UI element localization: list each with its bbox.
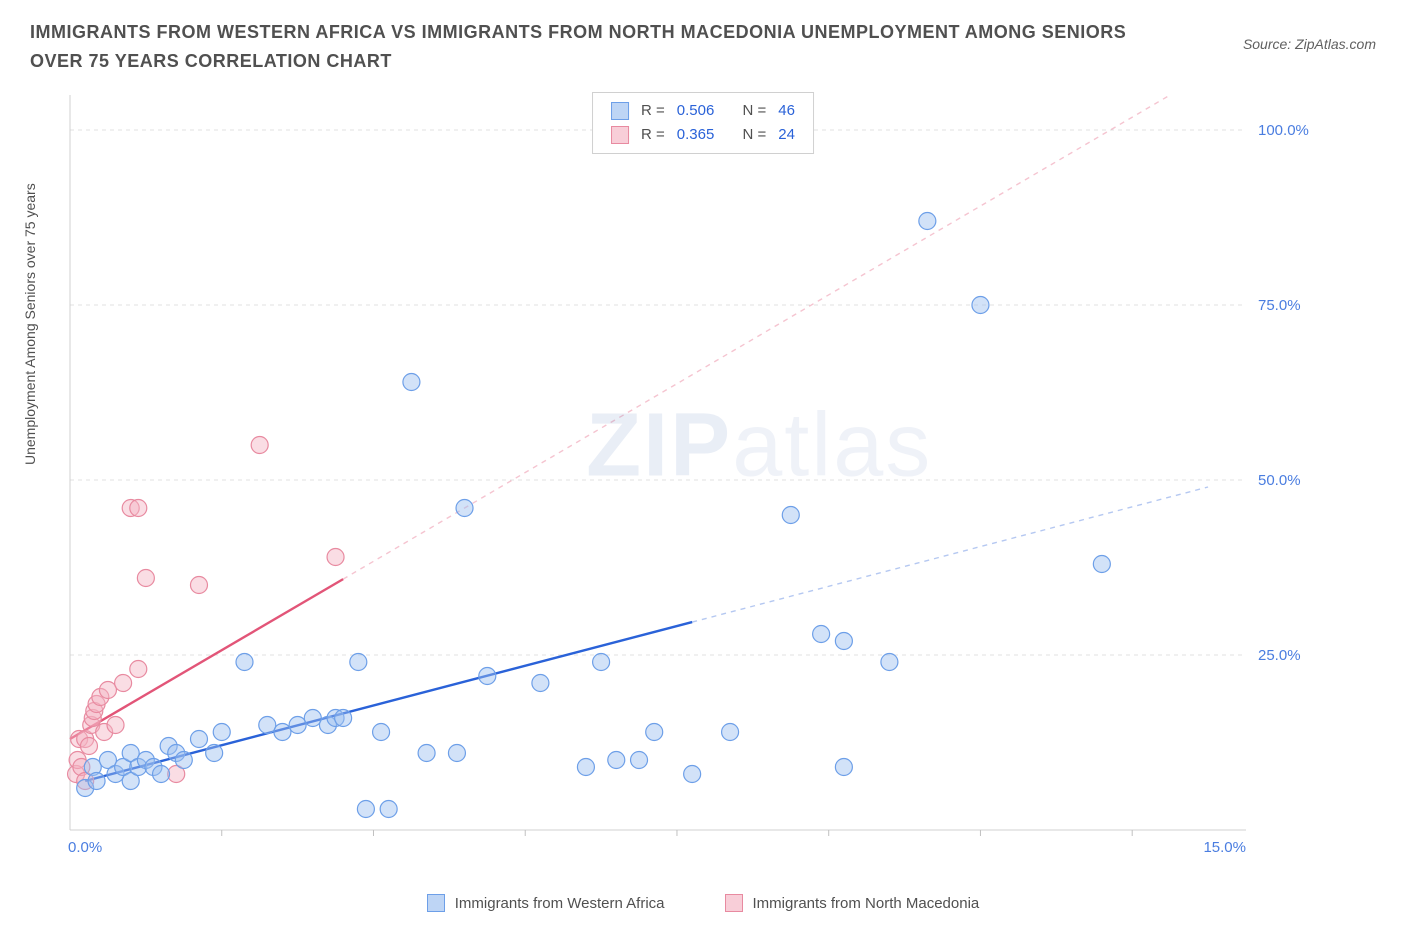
data-point-blue <box>350 654 367 671</box>
data-point-blue <box>881 654 898 671</box>
data-point-pink <box>190 577 207 594</box>
data-point-pink <box>80 738 97 755</box>
data-point-blue <box>213 724 230 741</box>
svg-text:75.0%: 75.0% <box>1258 297 1301 314</box>
legend-item-pink: Immigrants from North Macedonia <box>725 894 980 912</box>
data-point-blue <box>722 724 739 741</box>
legend-label: Immigrants from North Macedonia <box>753 895 980 912</box>
data-point-blue <box>88 773 105 790</box>
data-point-blue <box>532 675 549 692</box>
data-point-blue <box>813 626 830 643</box>
data-point-pink <box>327 549 344 566</box>
svg-text:0.0%: 0.0% <box>68 839 102 856</box>
data-point-blue <box>608 752 625 769</box>
data-point-blue <box>418 745 435 762</box>
data-point-blue <box>304 710 321 727</box>
data-point-blue <box>684 766 701 783</box>
data-point-blue <box>456 500 473 517</box>
data-point-blue <box>919 213 936 230</box>
data-point-blue <box>259 717 276 734</box>
chart-svg: 25.0% 50.0% 75.0% 100.0% 0.0% 15.0% <box>60 90 1316 860</box>
svg-text:100.0%: 100.0% <box>1258 122 1309 139</box>
data-point-blue <box>835 759 852 776</box>
data-point-pink <box>99 682 116 699</box>
swatch-blue <box>611 102 629 120</box>
data-point-pink <box>107 717 124 734</box>
swatch-pink <box>725 894 743 912</box>
legend-label: Immigrants from Western Africa <box>455 895 665 912</box>
svg-text:15.0%: 15.0% <box>1203 839 1246 856</box>
data-point-blue <box>380 801 397 818</box>
data-point-blue <box>479 668 496 685</box>
data-point-blue <box>373 724 390 741</box>
svg-text:50.0%: 50.0% <box>1258 472 1301 489</box>
data-point-blue <box>403 374 420 391</box>
data-point-pink <box>130 500 147 517</box>
data-point-blue <box>448 745 465 762</box>
swatch-pink <box>611 126 629 144</box>
data-point-blue <box>274 724 291 741</box>
swatch-blue <box>427 894 445 912</box>
stats-legend: R = 0.506 N = 46 R = 0.365 N = 24 <box>592 92 814 154</box>
stats-row-pink: R = 0.365 N = 24 <box>611 123 795 147</box>
data-point-pink <box>251 437 268 454</box>
page-title: IMMIGRANTS FROM WESTERN AFRICA VS IMMIGR… <box>30 18 1130 76</box>
scatter-chart: 25.0% 50.0% 75.0% 100.0% 0.0% 15.0% <box>60 90 1316 860</box>
data-point-blue <box>236 654 253 671</box>
legend-item-blue: Immigrants from Western Africa <box>427 894 665 912</box>
y-axis-label: Unemployment Among Seniors over 75 years <box>22 183 38 465</box>
data-point-blue <box>357 801 374 818</box>
data-point-blue <box>335 710 352 727</box>
data-point-blue <box>631 752 648 769</box>
data-point-blue <box>835 633 852 650</box>
source-credit: Source: ZipAtlas.com <box>1243 36 1376 52</box>
svg-text:25.0%: 25.0% <box>1258 647 1301 664</box>
data-point-blue <box>190 731 207 748</box>
data-point-pink <box>130 661 147 678</box>
data-point-blue <box>577 759 594 776</box>
data-point-blue <box>206 745 223 762</box>
data-point-blue <box>593 654 610 671</box>
data-point-blue <box>153 766 170 783</box>
data-point-pink <box>137 570 154 587</box>
data-point-blue <box>1093 556 1110 573</box>
data-point-blue <box>782 507 799 524</box>
stats-row-blue: R = 0.506 N = 46 <box>611 99 795 123</box>
series-legend: Immigrants from Western Africa Immigrant… <box>0 894 1406 912</box>
data-point-blue <box>289 717 306 734</box>
data-point-blue <box>972 297 989 314</box>
data-point-blue <box>175 752 192 769</box>
data-point-blue <box>646 724 663 741</box>
data-point-pink <box>115 675 132 692</box>
